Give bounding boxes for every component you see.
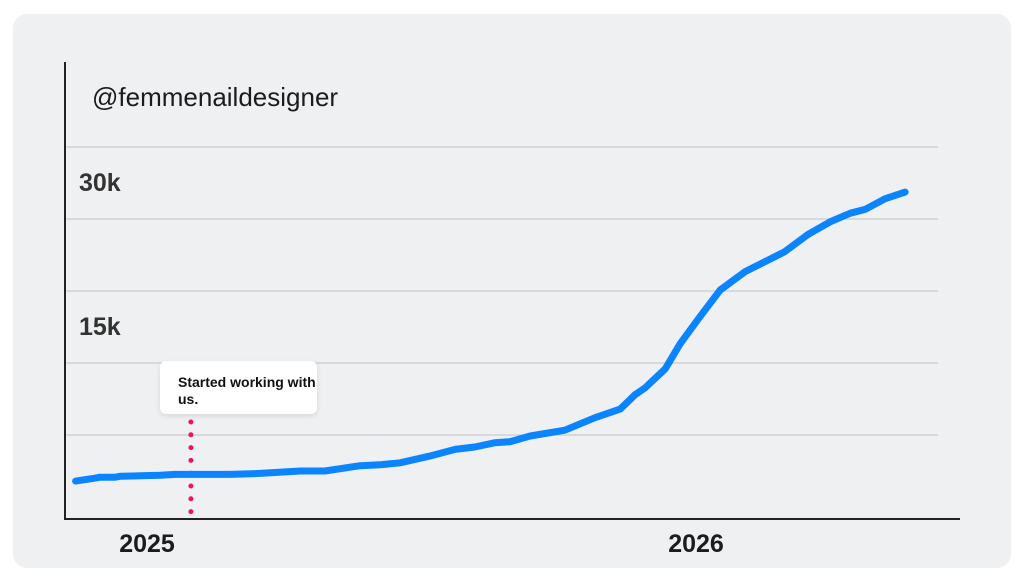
annotation-callout: Started working with us. — [160, 361, 317, 414]
x-tick-label-2026: 2026 — [668, 530, 724, 558]
y-tick-label-15k: 15k — [79, 313, 121, 341]
series-line — [72, 188, 909, 485]
chart-title: @femmenaildesigner — [92, 82, 339, 112]
x-tick-label-2025: 2025 — [119, 530, 175, 558]
y-tick-label-30k: 30k — [79, 169, 121, 197]
